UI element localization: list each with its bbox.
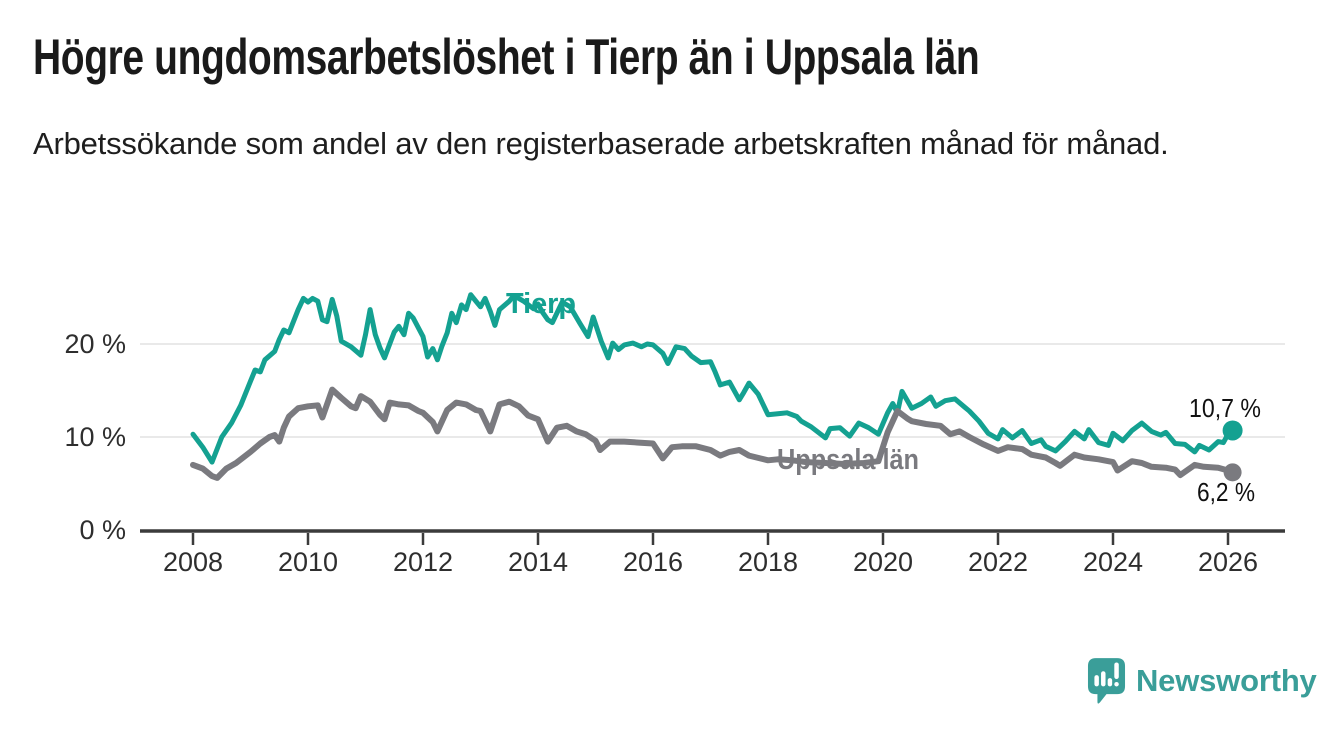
series-line-uppsala [190,386,1236,481]
y-axis-tick-labels: 0 % 10 % 20 % [64,329,126,545]
end-dot-uppsala [1223,463,1242,482]
newsworthy-logo-text: Newsworthy [1136,662,1317,698]
x-tick-label: 2012 [393,547,453,577]
x-tick-label: 2024 [1083,547,1143,577]
x-axis-tick-labels: 2008 2010 2012 2014 2016 2018 2020 2022 2024 2026 [163,547,1258,577]
series-line-tierp [190,292,1236,465]
x-tick-label: 2008 [163,547,223,577]
series-label-uppsala: Uppsala län [777,444,919,476]
x-tick-label: 2010 [278,547,338,577]
chart-title: Högre ungdomsarbetslöshet i Tierp än i U… [33,29,980,85]
x-tick-label: 2026 [1198,547,1258,577]
end-dot-tierp [1222,420,1243,441]
end-value-label-uppsala: 6,2 % [1197,477,1255,507]
chart-subtitle: Arbetssökande som andel av den registerb… [33,126,1169,161]
end-value-label-tierp: 10,7 % [1189,393,1261,423]
gridlines [140,343,1285,438]
y-tick-label: 10 % [64,422,126,452]
series-lines [190,292,1243,482]
x-tick-label: 2016 [623,547,683,577]
newsworthy-logo-icon [1087,658,1126,704]
series-label-tierp: Tierp [506,288,576,320]
x-tick-label: 2014 [508,547,568,577]
x-axis [140,529,1285,545]
x-tick-label: 2018 [738,547,798,577]
x-tick-label: 2020 [853,547,913,577]
y-tick-label: 0 % [79,515,126,545]
y-tick-label: 20 % [64,329,126,359]
newsworthy-brand: Newsworthy [1087,657,1317,704]
x-tick-label: 2022 [968,547,1028,577]
